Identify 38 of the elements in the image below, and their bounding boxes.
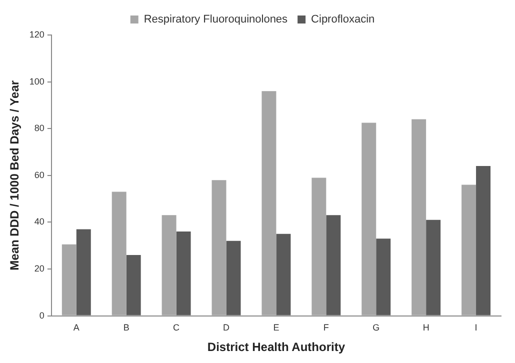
x-tick-label: A — [73, 322, 80, 333]
x-tick-label: B — [123, 322, 130, 333]
x-tick-label: I — [474, 322, 478, 333]
bar — [476, 166, 491, 316]
y-tick-label: 20 — [34, 263, 44, 274]
bar — [262, 91, 276, 316]
y-axis-title: Mean DDD / 1000 Bed Days / Year — [8, 80, 22, 270]
x-tick-label: C — [173, 322, 180, 333]
bar — [326, 215, 341, 316]
x-tick-label: F — [323, 322, 330, 333]
y-tick-label: 40 — [34, 216, 44, 227]
legend-label: Ciprofloxacin — [311, 14, 375, 26]
bar — [362, 122, 376, 316]
bar — [426, 220, 441, 316]
legend-label: Respiratory Fluoroquinolones — [144, 14, 288, 26]
x-axis-title: District Health Authority — [207, 340, 346, 354]
y-tick-label: 80 — [34, 123, 44, 134]
y-tick-label: 120 — [29, 29, 44, 40]
bar — [412, 119, 426, 316]
x-tick-label: D — [223, 322, 230, 333]
y-tick-label: 100 — [29, 76, 44, 86]
bar — [312, 178, 326, 316]
bar — [162, 215, 176, 316]
bar — [176, 232, 191, 316]
bar — [76, 229, 91, 316]
bar — [462, 184, 476, 316]
x-tick-label: H — [422, 322, 430, 333]
x-tick-label: E — [273, 322, 280, 333]
bar — [112, 192, 126, 316]
y-tick-label: 60 — [34, 170, 44, 180]
bar — [62, 244, 76, 316]
bar — [376, 238, 391, 316]
bar — [126, 254, 141, 316]
bar — [212, 180, 226, 316]
bar — [226, 240, 241, 316]
bar — [276, 234, 291, 316]
x-tick-label: G — [372, 322, 380, 333]
y-tick-label: 0 — [39, 310, 44, 320]
